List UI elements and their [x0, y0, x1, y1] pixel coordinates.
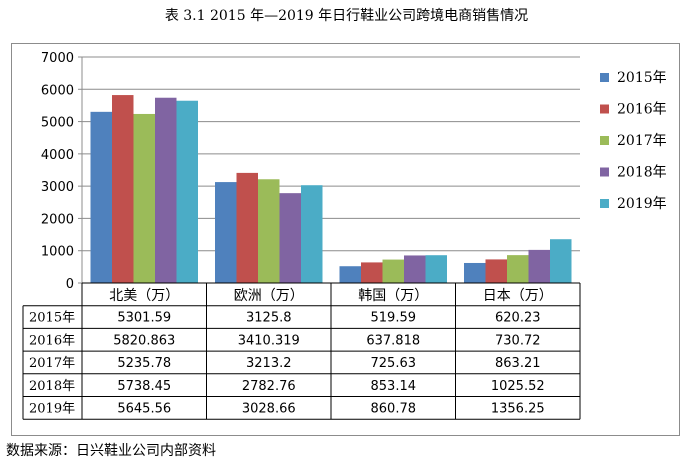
bar-2019-1 — [301, 185, 323, 283]
bar-2017-1 — [258, 179, 280, 283]
legend-label: 2017年 — [617, 133, 667, 149]
data-label: 5738.45 — [117, 379, 171, 394]
data-label: 3213.2 — [246, 356, 292, 371]
data-label: 863.21 — [495, 356, 541, 371]
legend-swatch-2017 — [600, 136, 609, 145]
bar-2019-2 — [425, 255, 447, 283]
bar-2019-3 — [550, 239, 572, 283]
row-series-label: 2016年 — [29, 333, 75, 348]
data-label: 3028.66 — [242, 402, 296, 417]
legend-swatch-2015 — [600, 73, 609, 82]
bar-2015-1 — [215, 182, 237, 283]
data-table: 北美（万） 欧洲（万） 韩国（万） 日本（万） 2015年 5301.59 3125.8 51… — [22, 282, 581, 420]
row-series-label: 2015年 — [29, 311, 75, 326]
bar-2015-0 — [90, 111, 112, 283]
data-label: 3410.319 — [238, 333, 300, 348]
data-label: 2782.76 — [242, 379, 296, 394]
bar-2016-0 — [112, 95, 134, 284]
y-tick-label: 0 — [66, 277, 74, 292]
legend-swatch-2016 — [600, 104, 609, 114]
y-tick-label: 6000 — [41, 83, 74, 98]
bar-2015-2 — [339, 266, 361, 283]
data-label: 620.23 — [495, 311, 541, 326]
data-label: 519.59 — [371, 311, 417, 326]
bar-2016-2 — [361, 262, 383, 283]
y-axis-ticks: 0 1000 2000 3000 4000 5000 6000 7000 — [41, 51, 74, 292]
y-tick-label: 7000 — [41, 51, 74, 66]
bar-2017-2 — [382, 259, 404, 283]
chart-frame — [11, 43, 680, 436]
y-tick-label: 3000 — [41, 180, 74, 195]
data-label: 860.78 — [371, 402, 417, 417]
data-label: 725.63 — [371, 356, 417, 371]
legend-label: 2018年 — [617, 165, 667, 181]
bar-2016-3 — [485, 259, 507, 283]
y-tick-label: 4000 — [41, 148, 74, 163]
data-label: 5645.56 — [117, 402, 171, 417]
bar-2016-1 — [236, 172, 258, 283]
data-label: 853.14 — [371, 379, 417, 394]
bars — [90, 95, 572, 284]
bar-2017-0 — [133, 113, 155, 283]
row-series-label: 2019年 — [29, 402, 75, 417]
y-tick-label: 5000 — [41, 116, 74, 131]
category-label: 北美（万） — [109, 288, 179, 304]
data-label: 5820.863 — [113, 333, 175, 348]
bar-2018-0 — [155, 97, 177, 283]
data-label: 3125.8 — [246, 311, 292, 326]
data-label: 5301.59 — [117, 311, 171, 326]
source-note: 数据来源：日兴鞋业公司内部资料 — [6, 443, 216, 459]
legend-swatch-2019 — [600, 199, 609, 208]
y-tick-label: 1000 — [41, 245, 74, 260]
legend-swatch-2018 — [600, 167, 609, 177]
y-tick-label: 2000 — [41, 212, 74, 227]
bar-2018-3 — [528, 249, 550, 283]
category-label: 欧洲（万） — [234, 288, 304, 304]
data-label: 730.72 — [495, 333, 541, 348]
data-label: 637.818 — [366, 333, 420, 348]
legend-label: 2015年 — [617, 70, 667, 86]
row-series-label: 2017年 — [29, 356, 75, 371]
bar-2018-2 — [404, 255, 426, 283]
data-label: 1025.52 — [491, 379, 545, 394]
page-title: 表 3.1 2015 年—2019 年日行鞋业公司跨境电商销售情况 — [164, 8, 529, 24]
row-series-label: 2018年 — [29, 379, 75, 394]
legend-label: 2019年 — [617, 196, 667, 212]
bar-2018-1 — [279, 193, 301, 283]
bar-2019-0 — [176, 100, 198, 283]
category-label: 韩国（万） — [358, 288, 428, 304]
legend-label: 2016年 — [617, 102, 667, 118]
legend: 2015年 2016年 2017年 2018年 2019年 — [600, 70, 667, 212]
bar-2017-3 — [507, 255, 529, 283]
bar-2015-3 — [464, 262, 486, 283]
data-label: 5235.78 — [117, 356, 171, 371]
data-label: 1356.25 — [491, 402, 545, 417]
category-label: 日本（万） — [483, 288, 553, 304]
